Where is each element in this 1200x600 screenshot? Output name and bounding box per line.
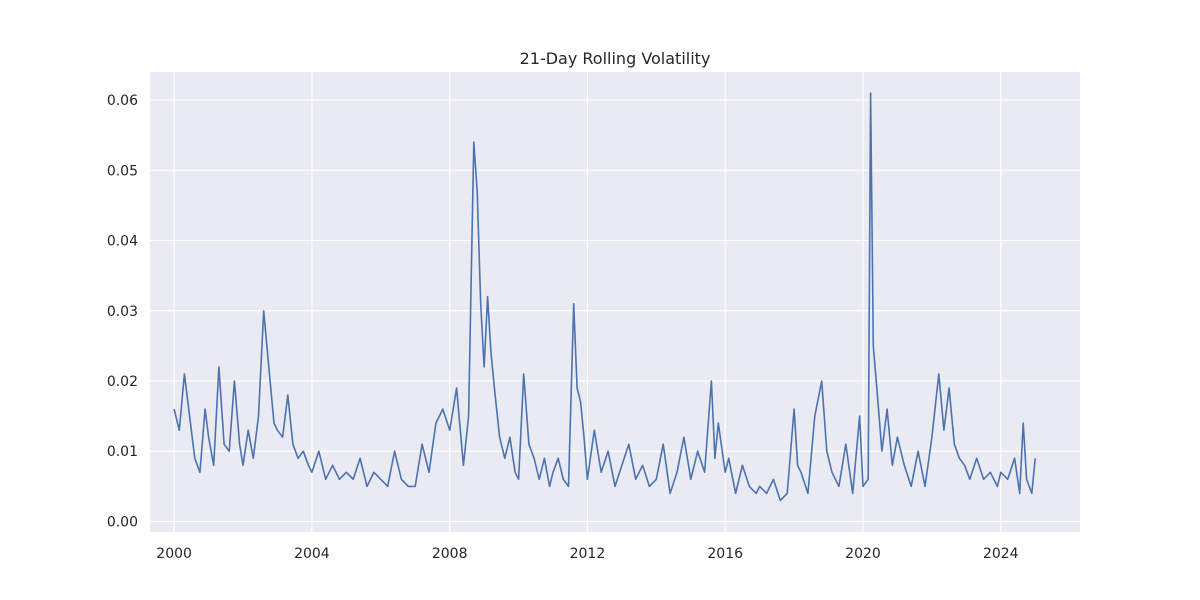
y-tick-label: 0.00 [107,514,138,530]
y-tick-label: 0.03 [107,304,138,320]
y-tick-label: 0.05 [107,163,138,179]
y-tick-label: 0.02 [107,374,138,390]
y-tick-label: 0.04 [107,234,138,250]
y-tick-label: 0.06 [107,93,138,109]
x-tick-label: 2004 [294,546,330,562]
y-tick-labels: 0.00 0.01 0.02 0.03 0.04 0.05 0.06 [107,93,138,530]
chart-title: 21-Day Rolling Volatility [520,49,711,68]
volatility-series-line [173,92,1036,502]
x-tick-label: 2016 [707,546,743,562]
series-group [173,92,1036,502]
y-tick-label: 0.01 [107,444,138,460]
grid-lines [150,72,1080,532]
x-tick-label: 2020 [845,546,881,562]
x-tick-label: 2008 [432,546,468,562]
x-tick-label: 2024 [983,546,1019,562]
x-tick-label: 2012 [570,546,606,562]
x-tick-labels: 2000 2004 2008 2012 2016 2020 2024 [156,546,1018,562]
plot-area [150,72,1080,532]
x-tick-label: 2000 [156,546,192,562]
